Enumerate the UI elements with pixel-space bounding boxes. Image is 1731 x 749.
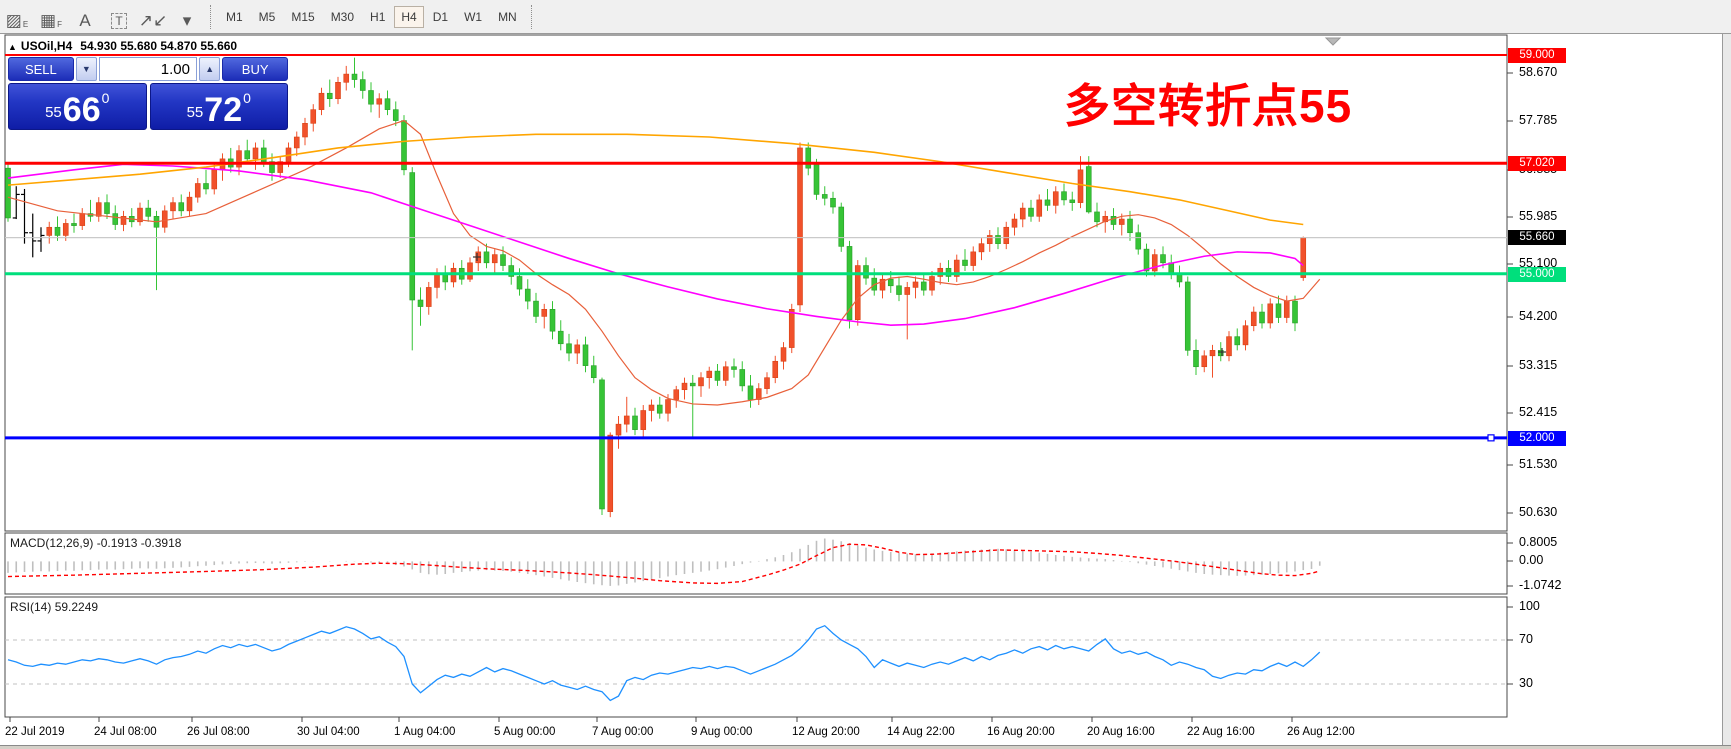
price-badge-55.660: 55.660 (1508, 229, 1566, 245)
timeframe-button-M1[interactable]: M1 (219, 6, 250, 28)
volume-input[interactable] (99, 57, 197, 81)
ma-fast-line (7, 119, 1321, 406)
window-bottom-edge (0, 745, 1731, 749)
one-click-panel-toggle-icon[interactable]: ▲ (8, 42, 17, 52)
price-axis-label: 53.315 (1519, 358, 1558, 372)
timeframe-buttons: M1 M5 M15 M30 H1 H4 D1 W1 MN (218, 5, 525, 28)
rsi-axis-label: 30 (1519, 676, 1533, 690)
text-box-icon[interactable]: T (104, 3, 134, 31)
time-axis-label: 24 Jul 08:00 (94, 726, 157, 738)
chart-title: ▲ USOil,H4 54.930 55.680 54.870 55.660 (8, 39, 237, 53)
sell-price-int: 55 (45, 104, 62, 121)
price-axis-label: 55.985 (1519, 209, 1558, 223)
time-axis-label: 5 Aug 00:00 (494, 726, 556, 738)
symbol-label: USOil,H4 (20, 39, 73, 53)
macd-histogram (7, 538, 1321, 586)
macd-axis-label: -1.0742 (1519, 578, 1562, 592)
price-badge-59.000: 59.000 (1508, 47, 1566, 63)
price-axis-label: 50.630 (1519, 505, 1558, 519)
buy-price-pips: 72 (204, 90, 243, 129)
ma-medium-line (7, 163, 1304, 326)
time-axis-label: 22 Jul 2019 (5, 726, 65, 738)
timeframe-button-MN[interactable]: MN (491, 6, 524, 28)
sell-price-panel[interactable]: 55 66 0 (8, 83, 147, 130)
price-axis-label: 54.200 (1519, 309, 1558, 323)
cycle-arrows-icon[interactable]: ↗↙ (138, 10, 168, 30)
time-axis-label: 16 Aug 20:00 (987, 726, 1055, 738)
toolbar: ▨ E ▦ F A T ↗↙ ▾ M1 M5 M15 M30 H1 H4 D1 W1 MN (0, 0, 1731, 34)
chart-annotation-text: 多空转折点55 (1064, 80, 1353, 132)
buy-price-panel[interactable]: 55 72 0 (149, 83, 288, 130)
buy-price-point: 0 (243, 90, 251, 106)
time-axis-label: 26 Aug 12:00 (1287, 726, 1355, 738)
timeframe-button-M15[interactable]: M15 (284, 6, 321, 28)
macd-indicator-label: MACD(12,26,9) -0.1913 -0.3918 (10, 536, 182, 550)
price-badge-57.020: 57.020 (1508, 155, 1566, 171)
timeframe-button-H1[interactable]: H1 (363, 6, 392, 28)
rsi-axis-label: 100 (1519, 599, 1540, 613)
price-badge-55.000: 55.000 (1508, 266, 1566, 282)
rsi-line (7, 624, 1321, 702)
timeframe-button-D1[interactable]: D1 (426, 6, 455, 28)
time-axis-label: 20 Aug 16:00 (1087, 726, 1155, 738)
volume-increase-icon[interactable]: ▲ (199, 57, 221, 81)
price-badge-52.000: 52.000 (1508, 430, 1566, 446)
sell-button[interactable]: SELL (8, 57, 74, 81)
time-axis-label: 1 Aug 04:00 (394, 726, 456, 738)
time-axis-label: 14 Aug 22:00 (887, 726, 955, 738)
time-axis-label: 30 Jul 04:00 (297, 726, 360, 738)
timeframe-button-M5[interactable]: M5 (252, 6, 283, 28)
toolbar-separator (530, 4, 533, 29)
macd-axis-label: 0.00 (1519, 553, 1544, 567)
candles (5, 57, 1307, 518)
text-label-icon[interactable]: A (79, 10, 91, 30)
time-axis-label: 26 Jul 08:00 (187, 726, 250, 738)
time-axis-label: 9 Aug 00:00 (691, 726, 753, 738)
toolbar-separator (210, 4, 212, 29)
price-axis-label: 51.530 (1519, 457, 1558, 471)
timeframe-button-W1[interactable]: W1 (457, 6, 489, 28)
ohlc-values: 54.930 55.680 54.870 55.660 (80, 39, 238, 53)
price-axis-label: 52.415 (1519, 405, 1558, 419)
sell-price-pips: 66 (62, 90, 101, 129)
timeframe-button-H4[interactable]: H4 (394, 5, 424, 28)
buy-button[interactable]: BUY (222, 57, 288, 81)
chart-shift-marker-icon[interactable] (1324, 37, 1342, 46)
hline-handle[interactable] (1487, 434, 1495, 442)
timeframe-button-M30[interactable]: M30 (324, 6, 361, 28)
rsi-indicator-label: RSI(14) 59.2249 (10, 600, 99, 614)
volume-dropdown-icon[interactable]: ▼ (75, 57, 97, 81)
one-click-trade-panel: SELL ▼ ▲ BUY 55 66 0 55 72 0 (8, 57, 288, 130)
rsi-axis-label: 70 (1519, 632, 1533, 646)
indicators-chart-icon[interactable]: ▨ E (5, 10, 29, 30)
price-axis-label: 58.670 (1519, 65, 1558, 79)
buy-price-int: 55 (186, 104, 204, 121)
macd-axis-label: 0.8005 (1519, 535, 1558, 549)
time-axis-label: 22 Aug 16:00 (1187, 726, 1255, 738)
grid-chart-icon[interactable]: ▦ F (40, 10, 62, 30)
time-axis-label: 12 Aug 20:00 (792, 726, 860, 738)
macd-signal-line (7, 543, 1320, 585)
dropdown-caret-icon[interactable]: ▾ (182, 10, 192, 30)
price-axis-label: 57.785 (1519, 113, 1558, 127)
sell-price-point: 0 (101, 90, 110, 106)
toolbar-icons: ▨ E ▦ F A T ↗↙ ▾ (0, 3, 204, 31)
time-axis-label: 7 Aug 00:00 (592, 726, 654, 738)
window-right-edge (1722, 33, 1731, 749)
